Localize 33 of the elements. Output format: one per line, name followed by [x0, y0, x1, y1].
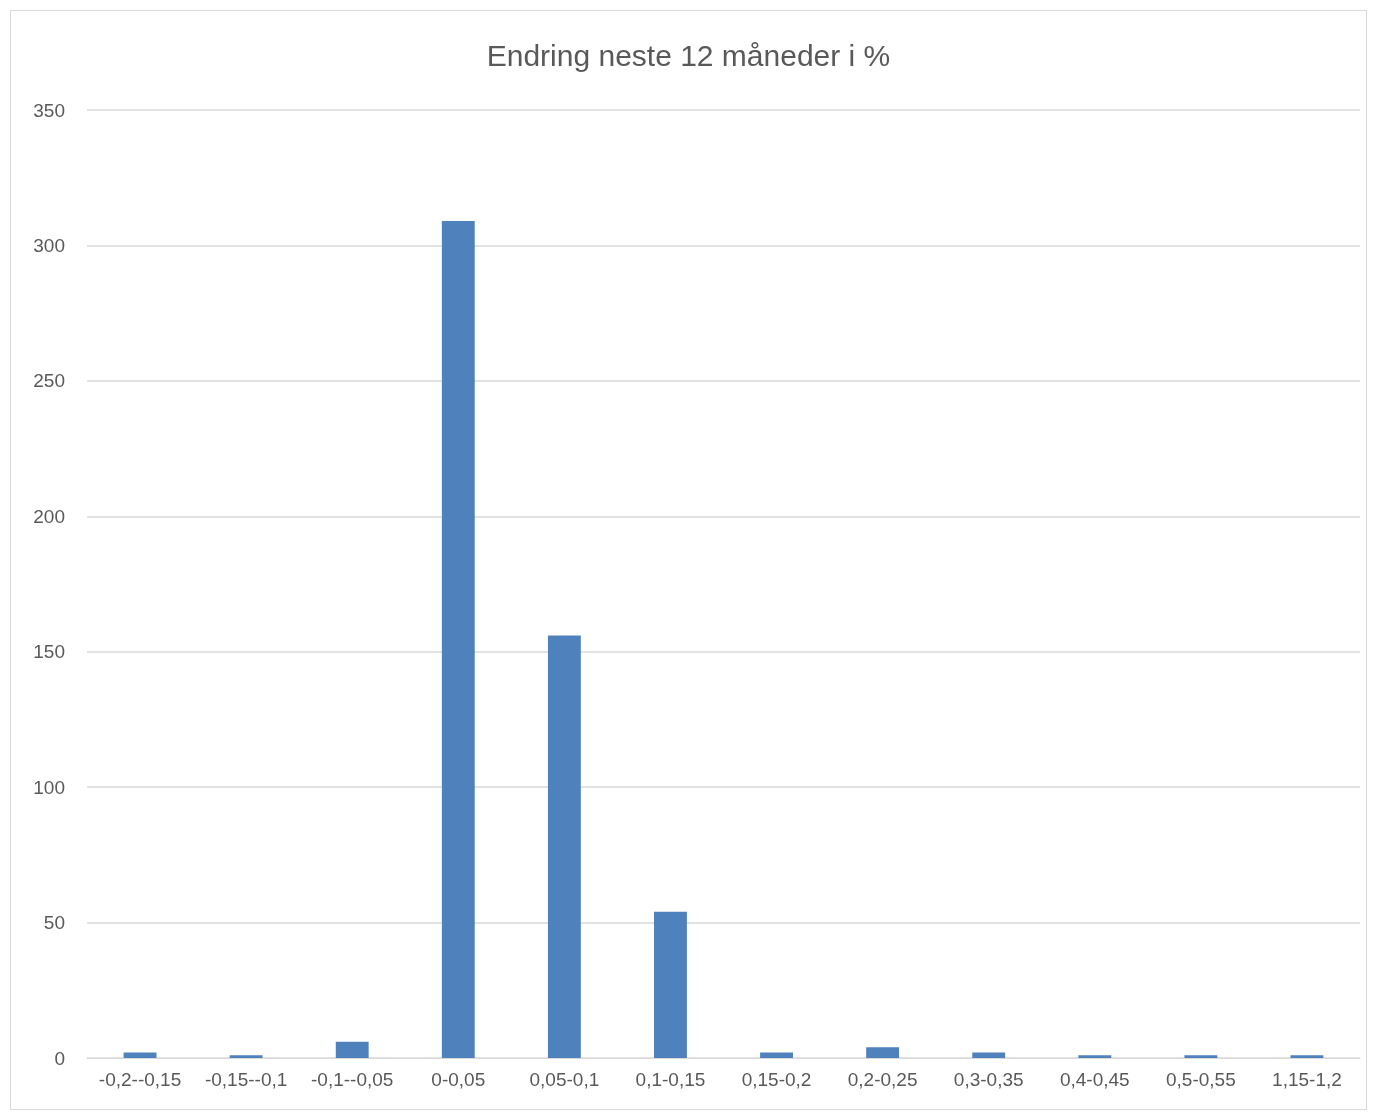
x-tick-label: 0,2-0,25 — [847, 1069, 918, 1090]
bar — [1078, 1055, 1112, 1058]
bar — [1184, 1055, 1218, 1058]
bar — [229, 1055, 263, 1058]
bar — [654, 911, 687, 1058]
y-tick-label: 250 — [33, 370, 65, 392]
y-tick-label: 0 — [54, 1047, 65, 1069]
bar — [123, 1052, 157, 1058]
x-tick-label: -0,2--0,15 — [98, 1069, 182, 1090]
x-tick-label: -0,15--0,1 — [204, 1069, 288, 1090]
bar — [866, 1047, 900, 1058]
x-tick-label: 1,15-1,2 — [1272, 1069, 1342, 1090]
x-tick-label: 0-0,05 — [431, 1069, 486, 1090]
x-tick-label: 0,05-0,1 — [529, 1069, 600, 1090]
y-tick-label: 350 — [33, 99, 65, 121]
x-tick-label: 0,4-0,45 — [1059, 1069, 1130, 1090]
y-tick-label: 150 — [33, 641, 65, 663]
x-tick-label: 0,1-0,15 — [635, 1069, 706, 1090]
x-tick-label: 0,3-0,35 — [953, 1069, 1024, 1090]
x-tick-label: 0,5-0,55 — [1166, 1069, 1236, 1090]
y-tick-label: 200 — [33, 505, 65, 527]
x-tick-label: 0,15-0,2 — [741, 1069, 812, 1090]
bar — [441, 221, 475, 1058]
bar — [547, 635, 581, 1058]
bar — [1290, 1055, 1324, 1058]
chart-title: Endring neste 12 måneder i % — [486, 38, 891, 72]
y-tick-label: 300 — [33, 234, 65, 256]
y-tick-label: 50 — [43, 912, 65, 934]
bar — [760, 1052, 793, 1058]
bar — [335, 1041, 369, 1058]
x-tick-label: -0,1--0,05 — [311, 1069, 394, 1090]
y-tick-label: 100 — [33, 776, 65, 798]
bar — [972, 1052, 1006, 1058]
